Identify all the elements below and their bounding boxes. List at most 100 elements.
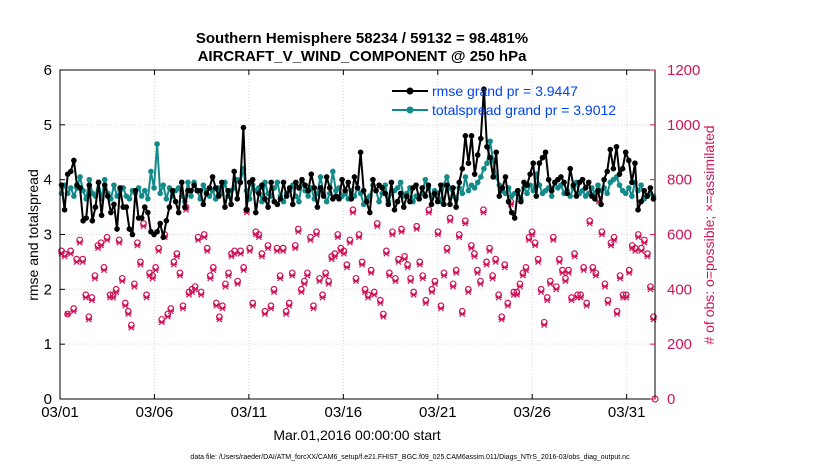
- totalspread-point: [524, 190, 530, 197]
- totalspread-point: [444, 174, 450, 180]
- obs-assimilated-point: [289, 272, 296, 279]
- obs-assimilated-point: [82, 294, 89, 301]
- totalspread-point: [323, 198, 330, 205]
- rmse-point: [629, 179, 635, 186]
- obs-assimilated-point: [489, 275, 496, 282]
- obs-assimilated-point: [453, 269, 460, 276]
- obs-assimilated-point: [201, 234, 208, 241]
- rmse-point: [456, 179, 463, 186]
- obs-assimilated-point: [544, 297, 551, 304]
- obs-assimilated-point: [61, 253, 68, 260]
- rmse-point: [573, 193, 580, 199]
- obs-assimilated-point: [407, 278, 414, 285]
- totalspread-point: [484, 160, 490, 167]
- y-tick-label-right: 200: [667, 336, 692, 353]
- rmse-point: [175, 209, 182, 216]
- chart-subtitle: AIRCRAFT_V_WIND_COMPONENT @ 250 hPa: [198, 48, 528, 65]
- obs-assimilated-point: [392, 278, 399, 285]
- totalspread-point: [471, 185, 478, 191]
- totalspread-point: [595, 182, 601, 188]
- totalspread-point: [163, 196, 170, 202]
- obs-assimilated-point: [85, 316, 92, 323]
- rmse-point: [444, 182, 450, 188]
- totalspread-point: [422, 176, 429, 183]
- rmse-point: [641, 187, 648, 194]
- rmse-point: [490, 174, 496, 180]
- totalspread-point: [154, 141, 160, 147]
- rmse-point: [166, 204, 173, 210]
- obs-assimilated-point: [413, 225, 420, 233]
- rmse-point: [178, 179, 185, 186]
- y-axis-label-right: # of obs: o=possible; ×=assimilated: [701, 125, 717, 344]
- obs-assimilated-point: [340, 250, 347, 257]
- obs-assimilated-point: [149, 275, 156, 282]
- y-tick-label-left: 2: [44, 281, 52, 298]
- obs-assimilated-point: [119, 278, 126, 285]
- obs-assimilated-point: [616, 275, 624, 282]
- totalspread-point: [394, 185, 401, 191]
- totalspread-point: [145, 196, 151, 202]
- rmse-point: [157, 220, 163, 227]
- obs-assimilated-point: [331, 253, 338, 260]
- rmse-point: [598, 201, 604, 208]
- rmse-point: [225, 187, 231, 194]
- obs-assimilated-point: [365, 294, 372, 301]
- rmse-point: [533, 193, 540, 199]
- totalspread-point: [397, 179, 404, 186]
- obs-assimilated-point: [307, 236, 314, 244]
- obs-assimilated-point: [483, 261, 490, 268]
- rmse-point: [391, 207, 398, 213]
- totalspread-point: [71, 193, 77, 199]
- rmse-point: [496, 193, 503, 199]
- obs-assimilated-point: [565, 269, 572, 276]
- rmse-point: [188, 187, 194, 194]
- rmse-point: [95, 179, 102, 186]
- obs-assimilated-point: [240, 267, 247, 274]
- rmse-point: [511, 215, 518, 221]
- obs-assimilated-point: [73, 258, 80, 265]
- obs-assimilated-point: [97, 242, 105, 249]
- x-axis-label: Mar.01,2016 00:00:00 start: [273, 427, 440, 443]
- rmse-point: [441, 201, 447, 208]
- obs-assimilated-point: [550, 236, 557, 244]
- obs-assimilated-point: [401, 256, 408, 263]
- rmse-point: [478, 135, 484, 142]
- rmse-point: [601, 176, 607, 183]
- rmse-point: [61, 207, 68, 213]
- obs-assimilated-point: [498, 316, 505, 323]
- obs-assimilated-point: [598, 231, 605, 238]
- rmse-point: [635, 207, 641, 213]
- rmse-point: [561, 179, 567, 186]
- obs-assimilated-point: [255, 234, 262, 241]
- obs-assimilated-point: [176, 272, 184, 279]
- obs-assimilated-point: [586, 220, 593, 227]
- obs-assimilated-point: [374, 223, 381, 230]
- y-tick-label-left: 3: [44, 227, 52, 244]
- obs-assimilated-point: [79, 258, 86, 265]
- obs-assimilated-point: [173, 253, 180, 260]
- rmse-point: [268, 179, 274, 186]
- y-tick-label-left: 4: [44, 172, 52, 189]
- obs-assimilated-point: [343, 264, 350, 271]
- obs-assimilated-point: [613, 310, 621, 318]
- rmse-point: [527, 171, 533, 177]
- obs-assimilated-point: [313, 231, 320, 238]
- obs-assimilated-point: [204, 247, 211, 254]
- obs-assimilated-point: [207, 275, 214, 282]
- obs-assimilated-point: [568, 297, 575, 304]
- obs-assimilated-point: [431, 280, 439, 287]
- obs-assimilated-point: [301, 280, 308, 287]
- totalspread-point: [305, 193, 311, 199]
- rmse-point: [354, 185, 361, 191]
- rmse-point: [530, 160, 537, 167]
- totalspread-point: [148, 168, 154, 175]
- x-tick-label: 03/31: [608, 404, 646, 421]
- rmse-point: [450, 185, 456, 191]
- obs-assimilated-point: [88, 297, 95, 304]
- obs-assimilated-point: [295, 228, 302, 235]
- y-tick-label-right: 0: [667, 391, 675, 408]
- rmse-point: [259, 182, 265, 188]
- obs-assimilated-point: [219, 305, 226, 312]
- obs-assimilated-point: [237, 250, 244, 257]
- totalspread-point: [330, 168, 336, 175]
